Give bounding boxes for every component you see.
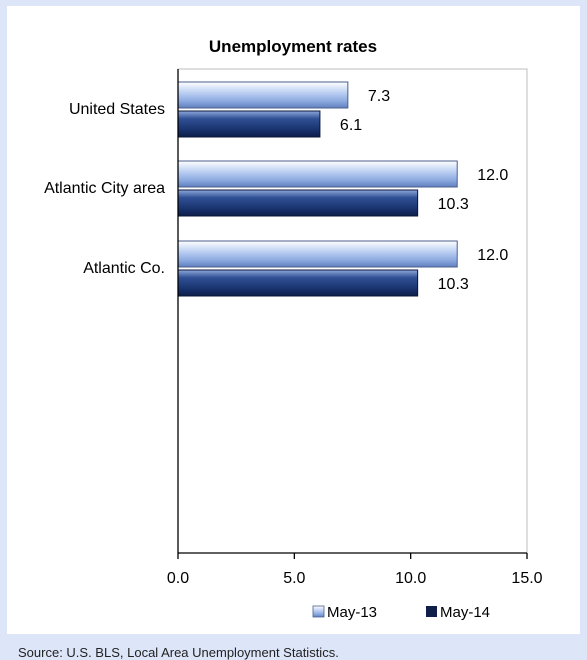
x-axis-ticks: 0.0 5.0 10.0 15.0 <box>167 553 543 587</box>
bar-may13 <box>177 240 458 268</box>
category-label: United States <box>69 101 165 118</box>
data-label: 10.3 <box>438 276 469 293</box>
data-label: 6.1 <box>340 117 362 134</box>
legend-label-may14: May-14 <box>440 604 490 621</box>
bars-layer <box>177 81 458 297</box>
data-label: 12.0 <box>477 247 508 264</box>
plot-area-border <box>177 68 528 554</box>
bar-may13 <box>177 81 349 109</box>
category-label: Atlantic City area <box>44 180 165 197</box>
source-note: Source: U.S. BLS, Local Area Unemploymen… <box>18 645 339 660</box>
bar-may14 <box>177 269 419 297</box>
legend-item-may13: May-13 <box>312 604 377 621</box>
data-label: 7.3 <box>368 88 390 105</box>
bar-may13 <box>177 160 458 188</box>
legend-swatch-may14 <box>426 606 437 617</box>
x-tick-label: 15.0 <box>511 570 542 587</box>
x-tick-label: 0.0 <box>167 570 189 587</box>
x-tick-label: 10.0 <box>395 570 426 587</box>
category-labels: United States Atlantic City area Atlantic … <box>44 101 165 277</box>
data-label: 12.0 <box>477 167 508 184</box>
chart-title: Unemployment rates <box>209 37 377 56</box>
legend-swatch-may13 <box>312 605 325 618</box>
chart-panel: Unemployment rates United States Atlantic… <box>7 6 580 660</box>
bar-may14 <box>177 189 419 217</box>
category-label: Atlantic Co. <box>83 260 165 277</box>
legend: May-13 May-14 <box>312 604 490 621</box>
data-label: 10.3 <box>438 196 469 213</box>
data-labels: 7.3 6.1 12.0 10.3 12.0 10.3 <box>340 88 509 293</box>
x-tick-label: 5.0 <box>283 570 305 587</box>
bar-chart: Unemployment rates United States Atlantic… <box>44 37 543 621</box>
bar-may14 <box>177 110 321 138</box>
legend-item-may14: May-14 <box>426 604 490 621</box>
legend-label-may13: May-13 <box>327 604 377 621</box>
